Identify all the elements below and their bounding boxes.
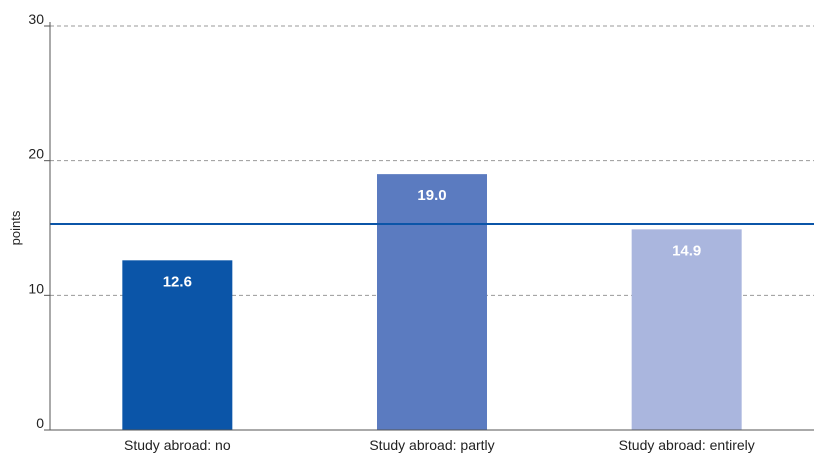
y-tick-label-30: 30 [28,11,44,27]
data-label-3: 14.9 [672,242,701,259]
bar-1 [122,260,233,430]
y-tick-label-20: 20 [28,146,44,162]
data-label-2: 19.0 [417,187,446,204]
bars [122,174,742,430]
bar-2 [377,174,487,430]
y-tick-label-10: 10 [28,280,44,296]
x-tick-label-1: Study abroad: no [124,437,231,453]
x-axis-ticks: Study abroad: no Study abroad: partly Stud… [124,437,755,453]
x-tick-label-3: Study abroad: entirely [619,437,755,453]
y-tick-label-0: 0 [36,415,44,431]
x-tick-label-2: Study abroad: partly [369,437,494,453]
data-label-1: 12.6 [163,273,192,290]
y-axis-ticks: 0 10 20 30 [28,11,50,431]
bar-3 [631,229,742,430]
data-labels: 12.6 19.0 14.9 [163,187,702,290]
y-axis-title: points [8,210,23,245]
